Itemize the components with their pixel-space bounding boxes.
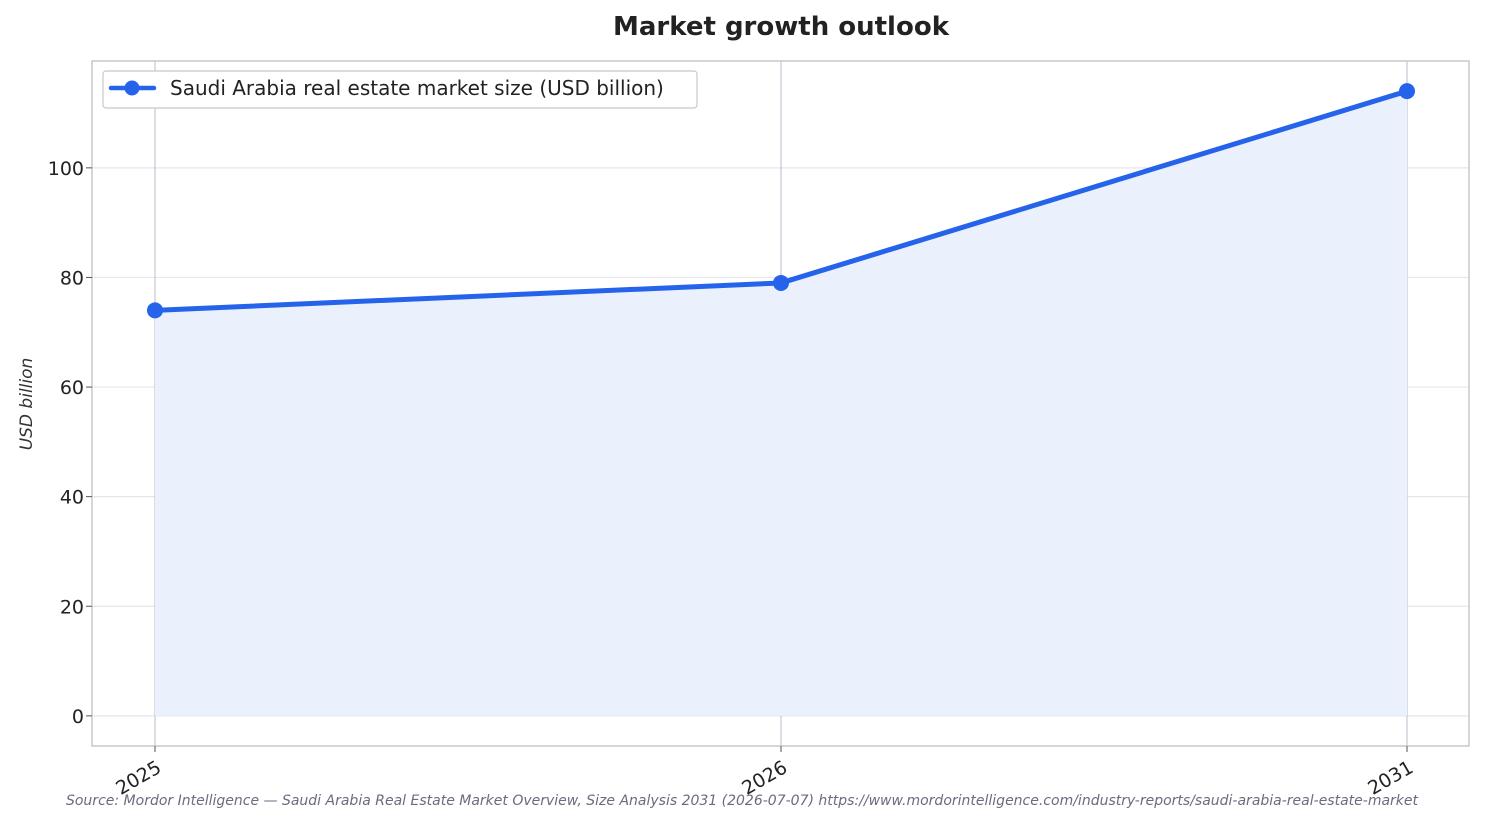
x-axis-ticks: 2025 2026 2031 — [112, 746, 1417, 800]
data-point-2026 — [773, 274, 789, 291]
area-fill — [155, 91, 1407, 716]
chart-title: Market growth outlook — [613, 12, 950, 42]
y-tick-label: 100 — [48, 158, 84, 180]
y-tick-label: 40 — [60, 487, 84, 509]
series-area-0 — [155, 91, 1407, 716]
y-tick-label: 20 — [60, 596, 84, 618]
y-tick-label: 0 — [72, 706, 84, 728]
legend-box — [102, 70, 698, 109]
legend-label: Saudi Arabia real estate market size (US… — [170, 76, 664, 100]
data-point-2031 — [1399, 83, 1415, 100]
legend-marker-swatch — [124, 80, 140, 96]
y-tick-label: 60 — [60, 377, 84, 399]
data-markers — [147, 83, 1415, 319]
source-note: Source: Mordor Intelligence — Saudi Arab… — [66, 793, 1419, 809]
y-axis-ticks: 0 20 40 60 80 100 — [48, 158, 92, 728]
y-axis-label: USD billion — [17, 358, 37, 451]
data-point-2025 — [147, 302, 163, 319]
legend: Saudi Arabia real estate market size (US… — [102, 70, 698, 109]
y-tick-label: 80 — [60, 267, 84, 289]
